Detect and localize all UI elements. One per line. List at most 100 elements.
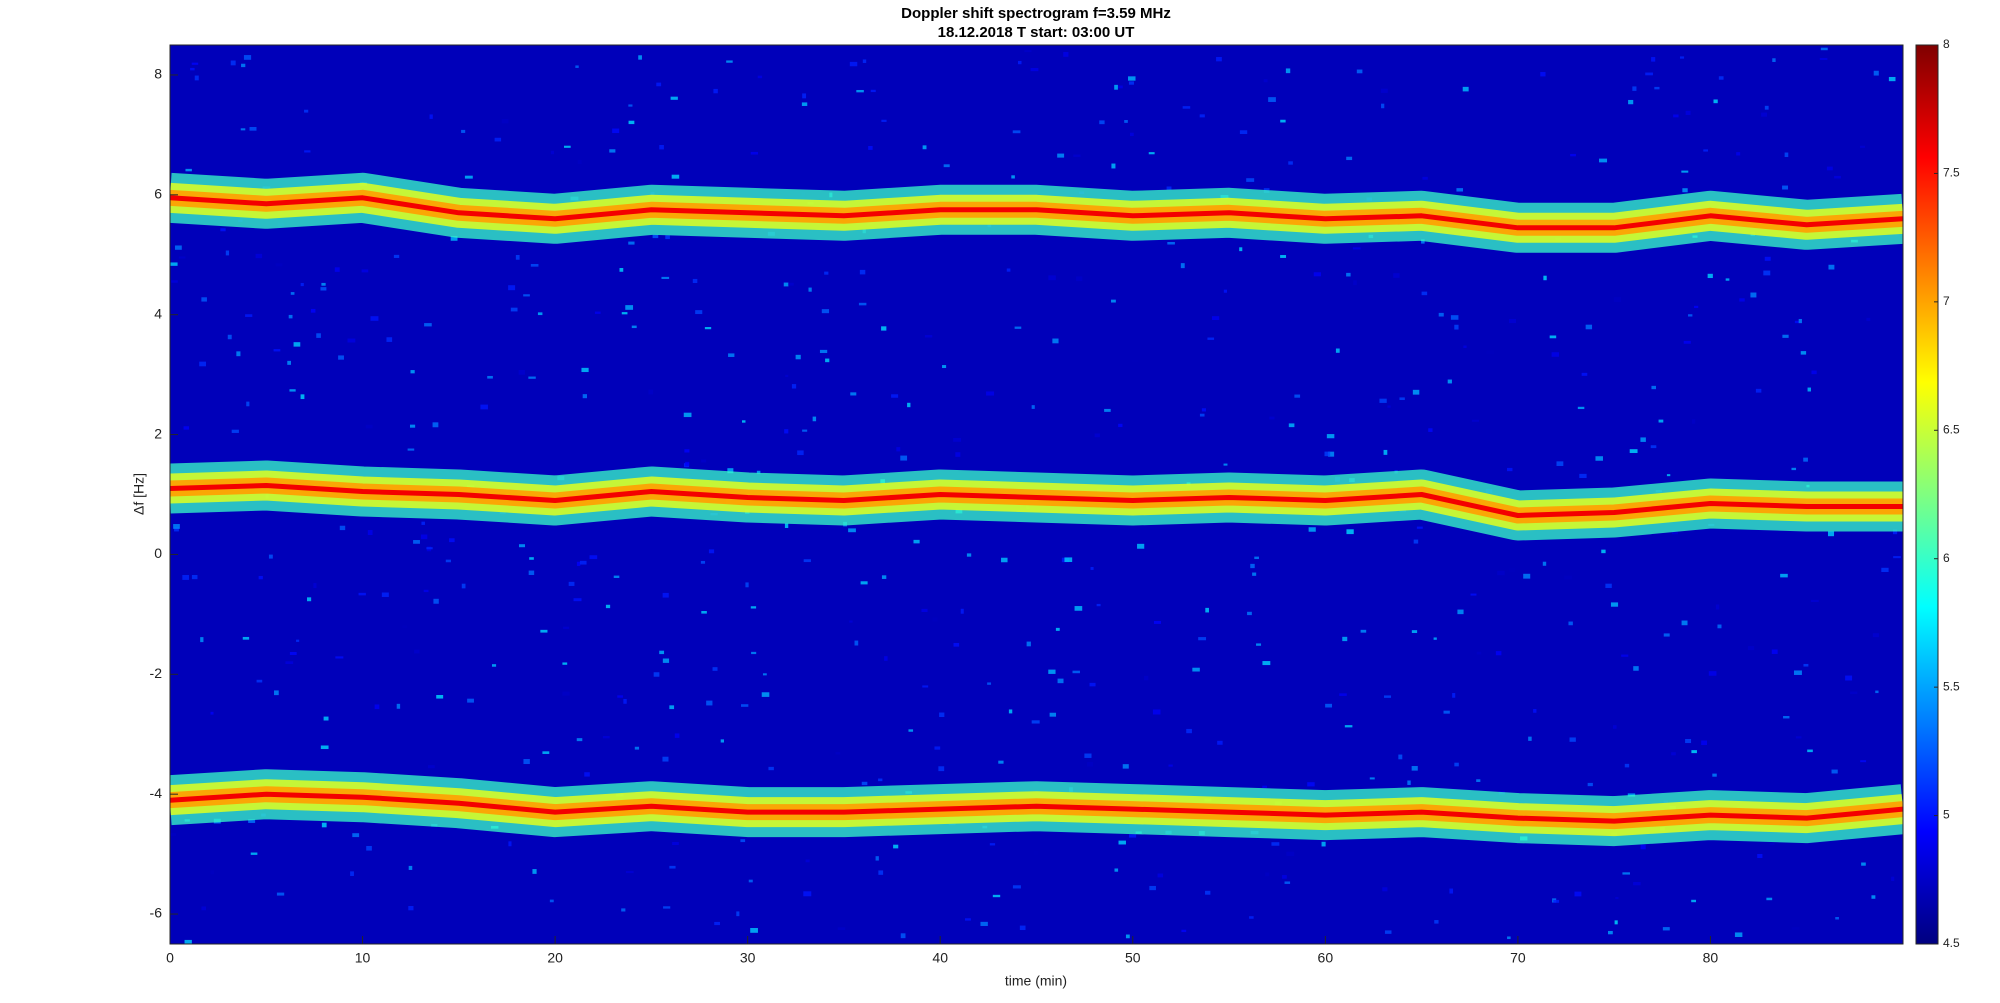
colorbar-tick-label: 6.5 <box>1943 422 1960 436</box>
speckle <box>1650 445 1657 449</box>
speckle <box>1118 423 1123 428</box>
speckle <box>1369 777 1375 780</box>
speckle <box>1831 769 1838 774</box>
speckle <box>1835 916 1839 920</box>
speckle <box>245 314 253 317</box>
speckle <box>825 358 830 363</box>
speckle <box>1031 405 1035 409</box>
speckle <box>1346 272 1351 277</box>
speckle <box>174 527 179 532</box>
speckle <box>1356 69 1363 74</box>
speckle <box>1157 873 1164 878</box>
speckle <box>365 424 373 429</box>
speckle <box>1717 624 1722 629</box>
speckle <box>1324 451 1331 457</box>
speckle <box>900 933 906 939</box>
speckle <box>523 759 530 765</box>
speckle <box>276 892 285 896</box>
speckle <box>980 921 988 926</box>
speckle <box>821 309 830 314</box>
speckle <box>579 560 587 565</box>
speckle <box>939 712 945 717</box>
speckle <box>625 305 634 310</box>
speckle <box>1137 543 1145 549</box>
speckle <box>875 856 879 861</box>
speckle <box>374 704 380 710</box>
speckle <box>1398 754 1403 760</box>
speckle <box>1828 264 1835 270</box>
speckle <box>1506 467 1513 472</box>
speckle <box>426 547 433 550</box>
speckle <box>1111 299 1116 303</box>
speckle <box>1755 388 1762 393</box>
speckle <box>1666 474 1671 477</box>
speckle <box>518 544 526 548</box>
speckle <box>803 891 812 897</box>
y-tick-label: 2 <box>154 425 162 441</box>
speckle <box>742 420 746 423</box>
speckle <box>1543 275 1547 281</box>
speckle <box>540 629 548 633</box>
speckle <box>1205 890 1211 895</box>
speckle <box>784 429 789 434</box>
speckle <box>862 59 867 63</box>
speckle <box>1651 385 1657 390</box>
speckle <box>1421 239 1425 244</box>
speckle <box>1872 633 1879 638</box>
speckle <box>1205 607 1209 613</box>
speckle <box>1772 58 1776 62</box>
speckle <box>1893 556 1901 559</box>
speckle <box>750 151 759 155</box>
speckle <box>248 819 256 823</box>
speckle <box>1556 461 1564 466</box>
speckle <box>1335 348 1340 353</box>
speckle <box>1679 56 1685 59</box>
speckle <box>285 661 294 665</box>
speckle <box>835 752 841 755</box>
speckle <box>638 55 642 60</box>
speckle <box>185 168 192 172</box>
speckle <box>1633 882 1641 886</box>
speckle <box>410 370 415 374</box>
speckle <box>173 524 180 529</box>
speckle <box>1247 611 1252 616</box>
speckle <box>784 523 789 528</box>
speckle <box>612 128 620 134</box>
speckle <box>528 376 536 379</box>
speckle <box>258 575 263 580</box>
speckle <box>692 278 698 283</box>
speckle <box>893 844 899 849</box>
colorbar <box>1915 44 1939 945</box>
speckle <box>672 841 679 846</box>
speckle <box>1181 929 1187 933</box>
speckle <box>665 235 670 240</box>
speckle <box>576 738 583 742</box>
speckle <box>542 751 550 754</box>
speckle <box>1471 419 1480 422</box>
speckle <box>1807 749 1813 753</box>
speckle <box>1216 57 1222 62</box>
speckle <box>461 129 466 133</box>
speckle <box>381 592 389 597</box>
speckle <box>550 150 555 155</box>
speckle <box>987 682 992 685</box>
speckle <box>1265 872 1270 877</box>
speckle <box>1507 936 1511 940</box>
speckle <box>1412 389 1420 395</box>
speckle <box>961 926 967 931</box>
speckle <box>1019 925 1026 931</box>
speckle <box>1383 449 1388 455</box>
speckle <box>393 254 400 258</box>
speckle <box>1384 695 1392 698</box>
speckle <box>1211 316 1220 321</box>
speckle <box>783 282 789 287</box>
speckle <box>461 583 466 589</box>
speckle <box>515 255 520 260</box>
speckle <box>1128 76 1136 81</box>
speckle <box>243 55 252 60</box>
speckle <box>306 597 312 602</box>
speckle <box>908 729 914 732</box>
speckle <box>1579 473 1587 479</box>
ridge-line <box>170 483 1903 518</box>
